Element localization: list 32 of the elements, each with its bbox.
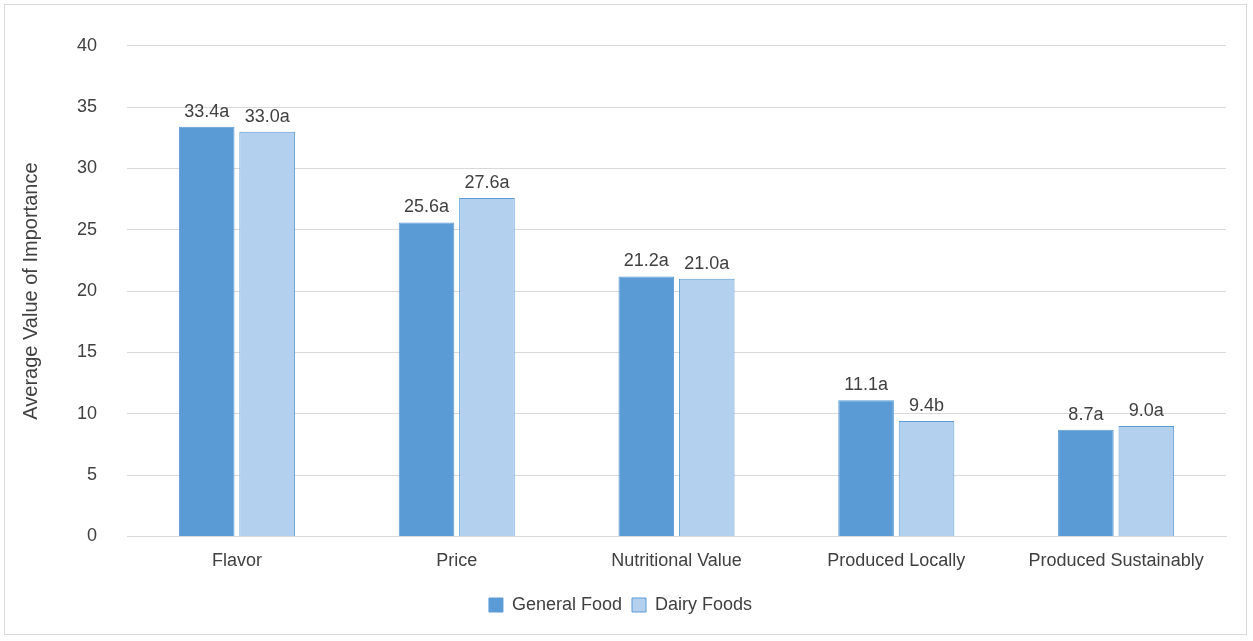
data-label: 21.2a: [623, 250, 670, 271]
y-tick-label: 15: [76, 341, 98, 362]
data-label: 21.0a: [684, 252, 731, 273]
data-label: 33.0a: [244, 105, 291, 126]
y-tick-label: 20: [76, 280, 98, 301]
bar: [398, 222, 455, 536]
x-tick-label: Produced Sustainably: [1028, 550, 1204, 571]
bar: [618, 276, 675, 536]
data-label: 11.1a: [844, 374, 889, 395]
x-tick-label: Nutritional Value: [611, 550, 742, 571]
y-tick-label: 10: [76, 402, 98, 423]
y-tick-label: 30: [76, 157, 98, 178]
y-tick-label: 25: [76, 218, 98, 239]
bar: [838, 400, 894, 536]
y-axis-title: Average Value of Importance: [18, 162, 41, 420]
x-tick-label: Price: [436, 550, 478, 571]
bar: [1058, 429, 1114, 536]
x-tick-label: Flavor: [211, 550, 262, 571]
data-label: 9.0a: [1128, 399, 1165, 420]
legend-label: Dairy Foods: [655, 593, 753, 614]
data-label: 27.6a: [464, 171, 511, 192]
y-tick-label: 5: [87, 464, 98, 485]
data-label: 8.7a: [1068, 403, 1105, 424]
x-tick-label: Produced Locally: [827, 550, 966, 571]
data-label: 33.4a: [184, 100, 231, 121]
y-tick-label: 40: [76, 34, 98, 55]
data-label: 25.6a: [403, 196, 450, 217]
bar: [178, 126, 235, 536]
data-label: 9.4b: [909, 395, 945, 416]
y-tick-label: 35: [76, 96, 98, 117]
legend-label: General Food: [511, 593, 623, 614]
y-tick-label: 0: [87, 525, 98, 546]
